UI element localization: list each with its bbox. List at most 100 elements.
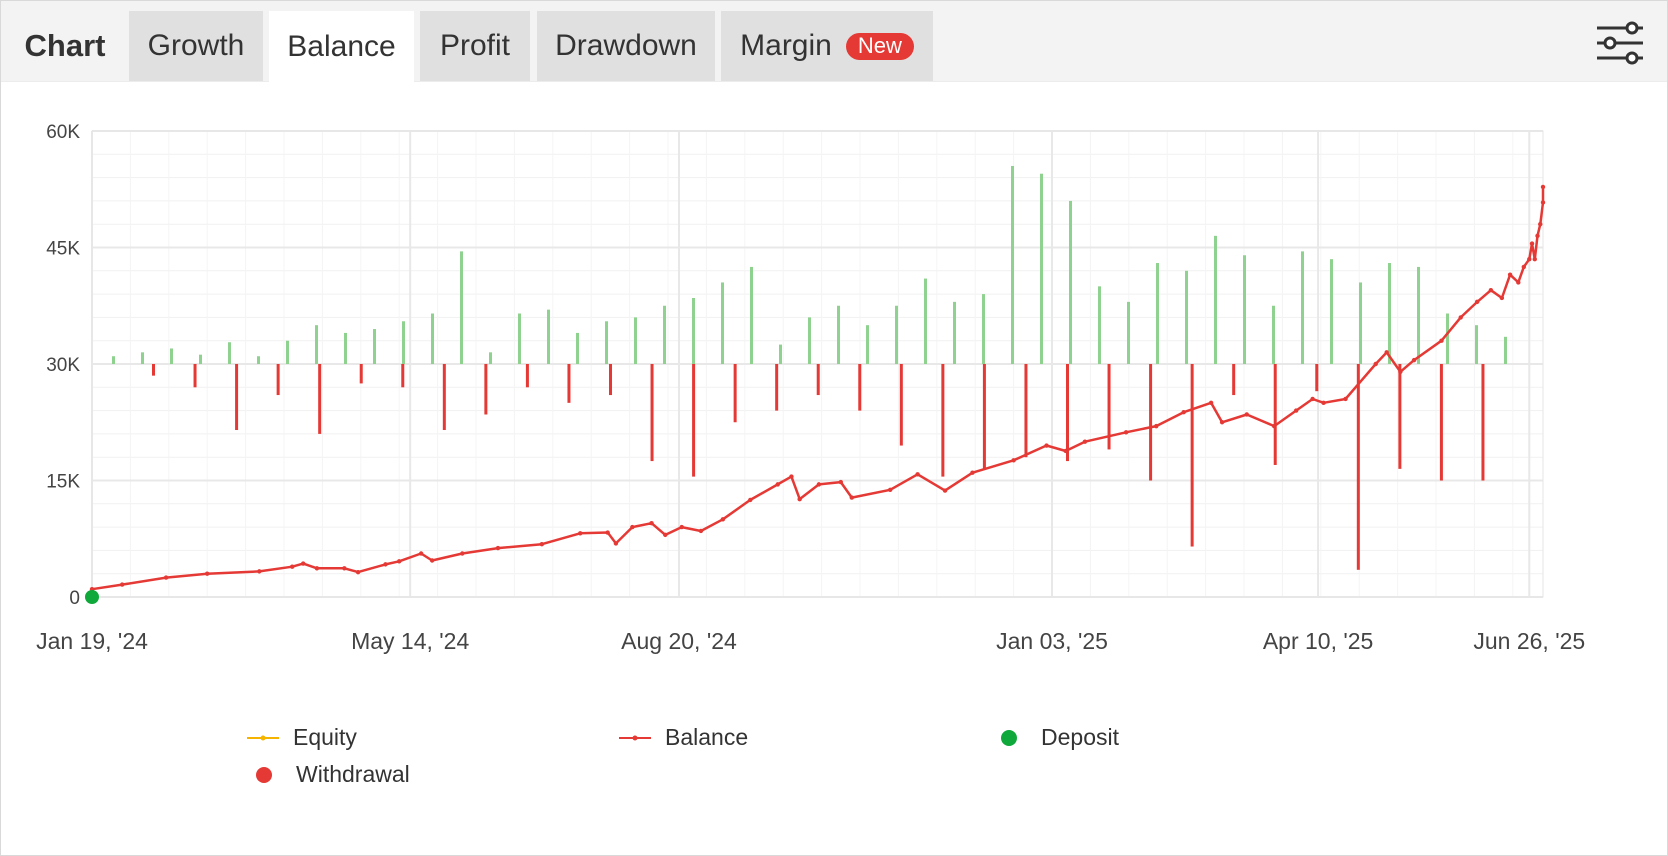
profit-bar bbox=[1301, 251, 1304, 364]
balance-point bbox=[1293, 408, 1299, 413]
balance-point bbox=[1499, 295, 1505, 301]
balance-point bbox=[1123, 430, 1129, 435]
chart-title: Chart bbox=[24, 28, 106, 63]
balance-point bbox=[418, 551, 424, 556]
balance-point bbox=[342, 566, 347, 571]
balance-point bbox=[1208, 400, 1214, 406]
profit-bar bbox=[576, 332, 579, 364]
balance-point bbox=[1343, 396, 1348, 402]
balance-point bbox=[649, 521, 654, 526]
profit-bar bbox=[1417, 266, 1420, 364]
balance-point bbox=[1411, 357, 1417, 363]
profit-bar bbox=[924, 278, 927, 364]
legend-label: Balance bbox=[665, 724, 749, 750]
profit-bar bbox=[1011, 165, 1014, 364]
loss-bar bbox=[1356, 364, 1360, 570]
profit-bar bbox=[1214, 235, 1217, 364]
loss-bar bbox=[775, 364, 779, 411]
loss-bar bbox=[650, 364, 654, 462]
equity-line-icon bbox=[247, 735, 279, 740]
profit-bar bbox=[257, 356, 260, 364]
profit-bar bbox=[808, 317, 811, 364]
plot-border bbox=[91, 130, 1544, 598]
loss-bar bbox=[484, 364, 488, 415]
y-tick-label: 0 bbox=[69, 588, 80, 609]
profit-bar bbox=[286, 340, 289, 364]
profit-bar bbox=[141, 352, 144, 364]
balance-point bbox=[383, 562, 388, 567]
balance-point bbox=[942, 488, 948, 493]
y-tick-label: 15K bbox=[46, 472, 80, 493]
balance-point bbox=[630, 524, 635, 530]
balance-point bbox=[1488, 288, 1494, 293]
legend-label: Withdrawal bbox=[296, 761, 410, 787]
balance-point bbox=[1011, 458, 1016, 463]
tab-growth[interactable]: Growth bbox=[129, 11, 263, 81]
balance-point bbox=[1373, 361, 1378, 367]
loss-bar bbox=[152, 364, 155, 376]
balance-point bbox=[1458, 315, 1463, 320]
profit-bar bbox=[112, 356, 115, 364]
balance-point bbox=[797, 496, 802, 502]
balance-point bbox=[613, 541, 619, 546]
loss-bar bbox=[1273, 364, 1277, 465]
profit-bar bbox=[1040, 173, 1043, 364]
profit-bar bbox=[663, 305, 666, 364]
balance-point bbox=[970, 470, 975, 475]
profit-bar bbox=[1272, 305, 1275, 364]
balance-point bbox=[460, 551, 465, 556]
balance-point bbox=[495, 545, 501, 551]
balance-point bbox=[1538, 222, 1543, 227]
profit-bar bbox=[721, 282, 724, 364]
loss-bar bbox=[193, 364, 197, 388]
balance-point bbox=[397, 559, 402, 564]
balance-point bbox=[679, 524, 684, 530]
balance-point bbox=[1535, 233, 1540, 239]
balance-chart: 0 15K 30K 45K 60K Jan 19, '24 May 14, '24 Aug 2… bbox=[36, 122, 1585, 654]
profit-bar bbox=[489, 352, 492, 364]
tab-drawdown[interactable]: Drawdown bbox=[537, 11, 715, 81]
x-tick-label: Aug 20, '24 bbox=[621, 628, 737, 654]
balance-point bbox=[1219, 420, 1225, 425]
legend-item-balance[interactable]: Balance bbox=[619, 724, 748, 751]
deposit-dot-icon bbox=[1001, 729, 1017, 746]
profit-bar bbox=[837, 305, 840, 364]
legend-label: Deposit bbox=[1041, 724, 1119, 750]
sliders-icon[interactable] bbox=[1595, 20, 1645, 66]
legend-item-deposit[interactable]: Deposit bbox=[999, 724, 1119, 751]
balance-point bbox=[915, 472, 920, 477]
profit-bar bbox=[373, 329, 376, 364]
balance-point bbox=[1384, 350, 1389, 355]
tab-profit[interactable]: Profit bbox=[420, 11, 530, 81]
balance-point bbox=[1181, 409, 1186, 415]
loss-bar bbox=[1190, 364, 1194, 547]
profit-bar bbox=[547, 309, 550, 364]
loss-bar bbox=[1107, 364, 1111, 450]
legend-item-equity[interactable]: Equity bbox=[247, 724, 357, 751]
balance-point bbox=[1532, 256, 1537, 262]
legend: Equity Balance Deposit Withdrawal bbox=[1, 724, 1668, 821]
balance-point bbox=[1044, 443, 1049, 448]
profit-bar bbox=[344, 332, 347, 364]
balance-point bbox=[663, 532, 668, 538]
balance-point bbox=[1063, 448, 1068, 454]
tab-balance[interactable]: Balance bbox=[269, 11, 414, 82]
loss-bar bbox=[733, 364, 737, 423]
loss-bar bbox=[567, 364, 571, 403]
loss-bar bbox=[1066, 364, 1069, 462]
y-tick-label: 60K bbox=[46, 122, 80, 143]
tab-label: Profit bbox=[439, 29, 511, 62]
loss-bar bbox=[1232, 364, 1236, 396]
profit-bar bbox=[1098, 286, 1101, 364]
profit-bar bbox=[605, 321, 608, 364]
profit-bar bbox=[1156, 263, 1159, 364]
x-tick-label: Jan 19, '24 bbox=[36, 628, 148, 654]
balance-point bbox=[578, 531, 583, 536]
profit-bar bbox=[1243, 255, 1246, 364]
balance-point bbox=[698, 528, 704, 534]
x-tick-label: May 14, '24 bbox=[351, 628, 469, 654]
balance-point bbox=[748, 497, 753, 503]
legend-item-withdrawal[interactable]: Withdrawal bbox=[254, 761, 410, 788]
tab-margin[interactable]: Margin New bbox=[721, 11, 933, 81]
